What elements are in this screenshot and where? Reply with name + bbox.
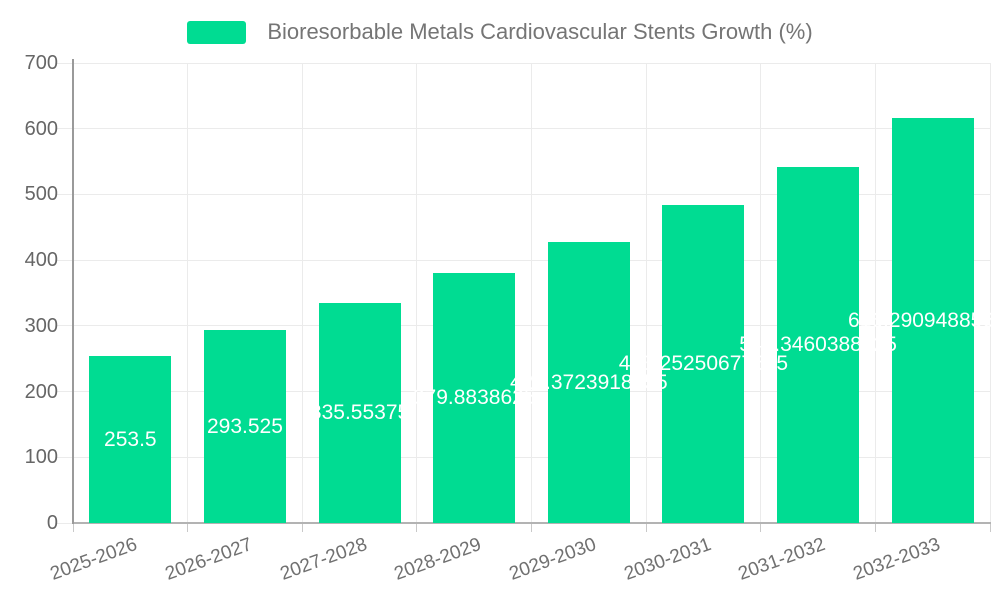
bar[interactable] bbox=[891, 118, 974, 523]
gridline-vertical bbox=[187, 63, 189, 523]
x-axis-category-label: 2026-2027 bbox=[162, 534, 256, 585]
x-axis-tick bbox=[187, 524, 189, 532]
y-axis-tick bbox=[56, 391, 73, 393]
y-axis-tick-label: 300 bbox=[24, 314, 58, 337]
y-axis-tick-label: 100 bbox=[24, 446, 58, 469]
y-axis-tick-label: 0 bbox=[46, 512, 58, 534]
bar[interactable] bbox=[433, 273, 516, 523]
bar[interactable] bbox=[318, 302, 401, 523]
bar[interactable] bbox=[547, 242, 630, 523]
plot-area: 253.5 293.525 335.55375 379.8838625 427.3723… bbox=[56, 59, 1000, 532]
gridline-vertical bbox=[531, 63, 532, 523]
legend-swatch-icon bbox=[187, 20, 247, 44]
y-axis-tick bbox=[56, 325, 73, 327]
x-axis-tick bbox=[760, 524, 762, 532]
x-axis-tick bbox=[645, 524, 647, 532]
gridline-vertical bbox=[301, 63, 303, 523]
x-axis-category-label: 2031-2032 bbox=[735, 534, 829, 585]
x-axis-line bbox=[72, 522, 991, 524]
x-axis-tick bbox=[874, 524, 876, 532]
y-axis-tick bbox=[56, 259, 73, 261]
y-axis-tick-label: 600 bbox=[24, 117, 58, 140]
gridline-vertical bbox=[989, 63, 991, 523]
x-axis-category-label: 2029-2030 bbox=[506, 534, 599, 585]
bar[interactable] bbox=[662, 205, 745, 523]
x-axis-category-label: 2032-2033 bbox=[850, 534, 943, 585]
y-axis-tick bbox=[56, 193, 73, 195]
y-axis-line bbox=[72, 59, 74, 524]
x-axis-tick bbox=[72, 524, 74, 532]
y-axis-tick bbox=[56, 456, 73, 458]
x-axis-tick bbox=[416, 524, 418, 532]
gridline-vertical bbox=[760, 63, 762, 523]
chart-title: Bioresorbable Metals Cardiovascular Sten… bbox=[267, 19, 813, 44]
y-axis-tick bbox=[56, 128, 73, 130]
x-axis-category-label: 2025-2026 bbox=[47, 534, 141, 585]
bar[interactable] bbox=[89, 356, 172, 523]
bar[interactable] bbox=[203, 330, 286, 523]
x-axis-category-label: 2028-2029 bbox=[391, 534, 485, 585]
y-axis-tick-label: 700 bbox=[24, 52, 58, 74]
legend[interactable]: Bioresorbable Metals Cardiovascular Sten… bbox=[0, 17, 1000, 47]
x-axis-tick bbox=[301, 524, 303, 532]
x-axis-tick bbox=[531, 524, 532, 532]
gridline-vertical bbox=[416, 63, 418, 523]
y-axis-tick-label: 200 bbox=[24, 380, 58, 403]
gridline-vertical bbox=[874, 63, 876, 523]
gridline-vertical bbox=[645, 63, 647, 523]
y-axis-tick-label: 400 bbox=[24, 249, 58, 272]
y-axis-tick bbox=[56, 522, 73, 524]
x-axis-category-label: 2030-2031 bbox=[621, 534, 714, 585]
y-axis-tick bbox=[56, 62, 73, 64]
y-axis-tick-label: 500 bbox=[24, 183, 58, 206]
x-axis-tick bbox=[989, 524, 991, 532]
bar[interactable] bbox=[777, 166, 860, 523]
x-axis-category-label: 2027-2028 bbox=[277, 534, 370, 585]
